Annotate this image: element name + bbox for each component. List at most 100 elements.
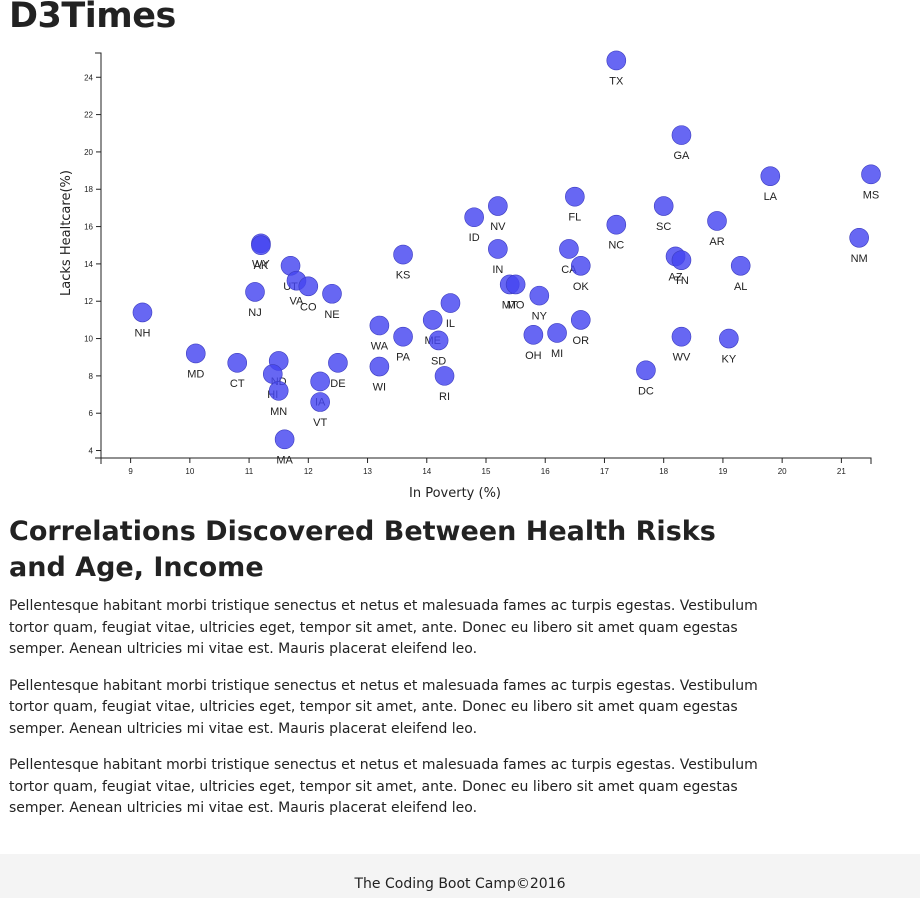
state-circle[interactable] (636, 360, 656, 381)
state-circle[interactable] (529, 285, 550, 306)
state-circle[interactable] (310, 371, 330, 392)
state-circle[interactable] (251, 235, 271, 256)
state-point-wa[interactable]: WA (369, 315, 390, 353)
state-point-mo[interactable]: MO (505, 274, 526, 311)
state-circle[interactable] (464, 207, 484, 228)
state-label: WV (673, 352, 691, 364)
state-point-sc[interactable]: SC (653, 196, 674, 234)
state-circle[interactable] (428, 330, 449, 351)
state-point-ok[interactable]: OK (570, 255, 591, 293)
state-point-fl[interactable]: FL (565, 186, 585, 224)
state-label: MO (507, 299, 525, 311)
state-point-nj[interactable]: NJ (245, 282, 265, 319)
state-point-la[interactable]: LA (760, 166, 781, 204)
state-circle[interactable] (547, 323, 567, 343)
state-point-wi[interactable]: WI (369, 356, 390, 394)
state-point-al[interactable]: AL (730, 255, 751, 293)
state-point-ms[interactable]: MS (861, 164, 881, 202)
state-circle[interactable] (760, 166, 781, 186)
state-point-nh[interactable]: NH (132, 302, 153, 340)
state-point-in[interactable]: IN (488, 239, 508, 276)
state-point-nm[interactable]: NM (849, 227, 869, 265)
state-circle[interactable] (570, 255, 591, 276)
y-tick-label: 18 (84, 185, 93, 194)
state-circle[interactable] (132, 302, 153, 323)
state-circle[interactable] (440, 293, 461, 313)
state-circle[interactable] (310, 392, 330, 412)
state-circle[interactable] (268, 381, 289, 401)
state-point-nc[interactable]: NC (606, 214, 627, 252)
state-circle[interactable] (565, 186, 585, 207)
state-circle[interactable] (559, 239, 579, 259)
state-point-mn[interactable]: MN (268, 381, 289, 418)
state-point-md[interactable]: MD (185, 343, 206, 381)
state-point-ar[interactable]: AR (707, 211, 727, 248)
state-circle[interactable] (422, 310, 443, 330)
state-circle[interactable] (707, 211, 727, 231)
state-circle[interactable] (262, 364, 283, 384)
state-circle[interactable] (488, 196, 508, 216)
state-point-pa[interactable]: PA (393, 326, 413, 364)
state-circle[interactable] (505, 274, 526, 295)
state-circle[interactable] (245, 282, 265, 302)
state-point-oh[interactable]: OH (523, 325, 544, 362)
state-circle[interactable] (606, 50, 627, 71)
state-point-ne[interactable]: NE (322, 283, 342, 321)
state-point-mi[interactable]: MI (547, 323, 567, 360)
state-circle[interactable] (369, 356, 390, 377)
state-point-co[interactable]: CO (298, 276, 319, 314)
state-circle[interactable] (488, 239, 508, 259)
state-point-ma[interactable]: MA (274, 429, 295, 467)
state-point-tx[interactable]: TX (606, 50, 627, 88)
article-paragraph-3: Pellentesque habitant morbi tristique se… (9, 757, 758, 816)
state-circle[interactable] (328, 353, 348, 373)
state-label: NY (532, 311, 548, 323)
state-point-vt[interactable]: VT (310, 392, 330, 430)
state-point-ny[interactable]: NY (529, 285, 550, 323)
state-point-ak[interactable]: AK (251, 235, 271, 273)
state-circle[interactable] (523, 325, 544, 345)
state-circle[interactable] (274, 429, 295, 450)
state-circle[interactable] (653, 196, 674, 216)
state-label: OH (525, 350, 542, 362)
state-circle[interactable] (369, 315, 390, 336)
state-point-dc[interactable]: DC (636, 360, 656, 398)
state-circle[interactable] (570, 310, 591, 330)
state-label: SD (431, 355, 446, 367)
state-point-ks[interactable]: KS (393, 244, 413, 282)
state-circle[interactable] (393, 244, 413, 265)
state-label: OK (573, 281, 590, 293)
state-point-de[interactable]: DE (328, 353, 348, 390)
state-point-wv[interactable]: WV (671, 326, 692, 364)
state-point-or[interactable]: OR (570, 310, 591, 347)
state-circle[interactable] (185, 343, 206, 364)
state-circle[interactable] (434, 366, 455, 386)
state-point-tn[interactable]: TN (671, 250, 692, 288)
state-circle[interactable] (606, 214, 627, 235)
state-point-ga[interactable]: GA (671, 125, 692, 163)
state-label: NJ (248, 307, 261, 319)
state-point-il[interactable]: IL (440, 293, 461, 331)
state-circle[interactable] (671, 125, 692, 145)
state-label: AL (734, 281, 747, 293)
state-label: VT (313, 417, 327, 429)
state-circle[interactable] (227, 353, 248, 373)
state-circle[interactable] (849, 227, 869, 248)
y-tick-label: 14 (84, 260, 93, 269)
state-circle[interactable] (322, 283, 342, 304)
state-point-id[interactable]: ID (464, 207, 484, 245)
state-circle[interactable] (861, 164, 881, 185)
state-point-ky[interactable]: KY (719, 328, 739, 366)
x-tick-label: 11 (245, 467, 254, 476)
state-circle[interactable] (298, 276, 319, 297)
state-point-ri[interactable]: RI (434, 366, 455, 403)
state-point-sd[interactable]: SD (428, 330, 449, 368)
state-point-nv[interactable]: NV (488, 196, 508, 234)
state-circle[interactable] (671, 326, 692, 347)
state-point-ct[interactable]: CT (227, 353, 248, 390)
state-circle[interactable] (719, 328, 739, 349)
y-tick-label: 6 (89, 409, 94, 418)
state-circle[interactable] (671, 250, 692, 270)
state-circle[interactable] (730, 255, 751, 276)
state-circle[interactable] (393, 326, 413, 347)
